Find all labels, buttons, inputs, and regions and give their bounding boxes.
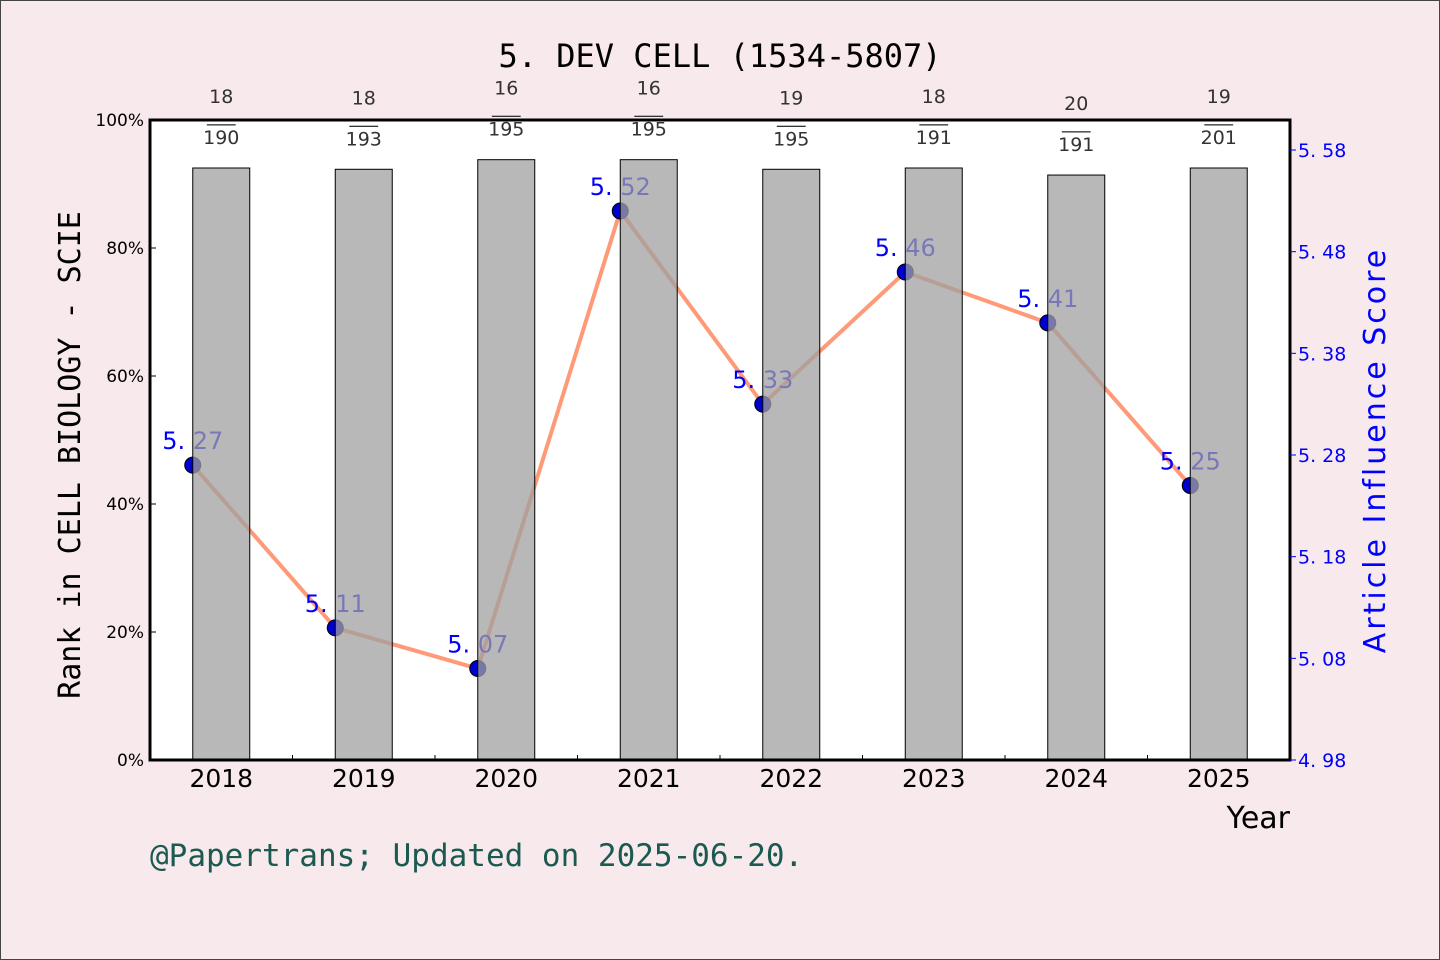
rank-bar	[477, 159, 536, 761]
fraction-line: ___	[919, 104, 949, 126]
rank-bar	[762, 168, 821, 761]
rank-bar	[334, 168, 393, 761]
rank-label: 16	[494, 78, 518, 100]
y-left-tick-label: 0%	[117, 751, 144, 771]
y-right-tick-label: 5. 48	[1298, 242, 1346, 264]
rank-bar	[1047, 174, 1106, 761]
y-axis-left-label: Rank in CELL BIOLOGY - SCIE	[53, 211, 88, 699]
total-label: 193	[346, 128, 382, 150]
y-right-tick-label: 5. 08	[1298, 648, 1346, 670]
x-tick-label: 2023	[902, 764, 966, 793]
y-right-tick-label: 4. 98	[1298, 750, 1346, 772]
footer-note: @Papertrans; Updated on 2025-06-20.	[150, 838, 803, 874]
rank-label: 19	[1207, 86, 1231, 108]
x-tick-label: 2024	[1044, 764, 1108, 793]
y-axis-right-label: Article Influence Score	[1358, 247, 1393, 654]
fraction-line: ___	[1061, 111, 1091, 133]
rank-label: 18	[922, 86, 946, 108]
rank-bar	[1189, 167, 1248, 761]
y-right-tick-label: 5. 18	[1298, 547, 1346, 569]
total-label: 195	[488, 119, 524, 141]
x-tick-label: 2022	[759, 764, 823, 793]
rank-label: 16	[637, 78, 661, 100]
x-tick-label: 2021	[617, 764, 681, 793]
rank-bar	[904, 167, 963, 761]
y-right-tick-label: 5. 28	[1298, 445, 1346, 467]
y-left-tick-label: 20%	[106, 623, 144, 643]
fraction-line: ___	[349, 105, 379, 127]
x-tick-label: 2019	[332, 764, 396, 793]
total-label: 191	[1058, 134, 1094, 156]
rank-bar	[619, 159, 678, 761]
rank-label: 19	[779, 87, 803, 109]
x-tick-label: 2018	[189, 764, 253, 793]
rank-bar	[192, 167, 251, 761]
rank-label: 18	[352, 87, 376, 109]
x-tick-label: 2020	[474, 764, 538, 793]
y-left-tick-label: 100%	[95, 111, 144, 131]
chart-title: 5. DEV CELL (1534-5807)	[498, 37, 941, 75]
x-axis-label: Year	[1225, 801, 1290, 836]
y-right-tick-label: 5. 38	[1298, 343, 1346, 365]
x-tick-label: 2025	[1187, 764, 1251, 793]
rank-label: 18	[209, 86, 233, 108]
total-label: 195	[773, 128, 809, 150]
fraction-line: ___	[776, 105, 806, 127]
y-left-tick-label: 80%	[106, 239, 144, 259]
fraction-line: ___	[206, 104, 236, 126]
plot-area	[150, 120, 1290, 760]
total-label: 195	[631, 119, 667, 141]
total-label: 190	[203, 127, 239, 149]
total-label: 201	[1201, 127, 1237, 149]
rank-label: 20	[1064, 93, 1088, 115]
y-left-tick-label: 40%	[106, 495, 144, 515]
fraction-line: ___	[491, 96, 521, 118]
y-right-tick-label: 5. 58	[1298, 140, 1346, 162]
total-label: 191	[916, 127, 952, 149]
fraction-line: ___	[1204, 104, 1234, 126]
y-left-tick-label: 60%	[106, 367, 144, 387]
fraction-line: ___	[634, 96, 664, 118]
